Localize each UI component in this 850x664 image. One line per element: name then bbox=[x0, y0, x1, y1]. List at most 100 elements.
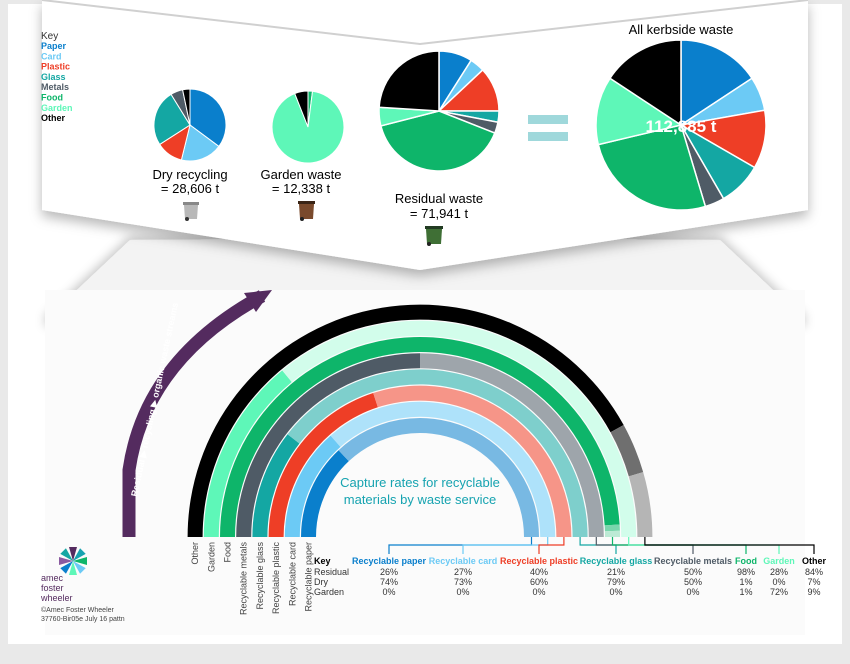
col-header-recyclable-metals: Recyclable metals bbox=[654, 556, 732, 566]
pie-all-kerbside-waste bbox=[595, 39, 767, 211]
arc-labels: Other Garden Food Recyclable metals Recyclab… bbox=[190, 542, 313, 616]
arc-paper-residual bbox=[301, 450, 349, 537]
arc-label-garden: Garden bbox=[206, 542, 216, 572]
cell-garden-other: 9% bbox=[807, 587, 820, 597]
garden-waste-tonnage: = 12,338 t bbox=[272, 181, 331, 196]
cell-residual-metals: 50% bbox=[684, 567, 702, 577]
cell-dry-card: 73% bbox=[454, 577, 472, 587]
cell-residual-other: 84% bbox=[805, 567, 823, 577]
capture-rate-table: Key Residual Dry Garden Recyclable paper… bbox=[314, 556, 826, 597]
leader-paper bbox=[388, 537, 533, 554]
table-key-label: Key bbox=[314, 556, 331, 566]
all-kerbside-title: All kerbside waste bbox=[629, 22, 734, 37]
company-logo: amec foster wheeler bbox=[40, 547, 87, 603]
dry-recycling-tonnage: = 28,606 t bbox=[161, 181, 220, 196]
logo-line1: amec bbox=[41, 573, 64, 583]
arc-label-recyclable-paper: Recyclable paper bbox=[304, 542, 314, 612]
cell-garden-paper: 0% bbox=[382, 587, 395, 597]
cell-residual-garden: 28% bbox=[770, 567, 788, 577]
cell-dry-food: 1% bbox=[739, 577, 752, 587]
logo-line3: wheeler bbox=[40, 593, 73, 603]
arc-garden-residual bbox=[203, 370, 292, 537]
cell-garden-metals: 0% bbox=[686, 587, 699, 597]
col-header-other: Other bbox=[802, 556, 827, 566]
pie-slice-other bbox=[378, 50, 440, 112]
arc-garden-garden bbox=[282, 320, 637, 537]
col-header-recyclable-plastic: Recyclable plastic bbox=[500, 556, 578, 566]
arc-other-garden bbox=[628, 472, 653, 537]
cell-dry-garden: 0% bbox=[772, 577, 785, 587]
logo-petal bbox=[69, 561, 77, 575]
green-wheelie-bin-icon bbox=[425, 226, 443, 246]
cell-garden-glass: 0% bbox=[609, 587, 622, 597]
pie-slice-paper bbox=[680, 39, 754, 127]
capture-rate-arcs bbox=[187, 304, 653, 537]
arc-label-recyclable-metals: Recyclable metals bbox=[239, 542, 249, 616]
top-key-item-plastic: Plastic bbox=[41, 62, 70, 72]
capture-title-line1: Capture rates for recyclable bbox=[340, 475, 500, 490]
cell-garden-food: 1% bbox=[739, 587, 752, 597]
cell-residual-glass: 21% bbox=[607, 567, 625, 577]
cell-garden-card: 0% bbox=[456, 587, 469, 597]
top-key: Key PaperCardPlasticGlassMetalsFoodGarde… bbox=[41, 31, 73, 123]
cell-garden-plastic: 0% bbox=[532, 587, 545, 597]
pie-slice-food bbox=[379, 110, 496, 172]
arc-label-recyclable-plastic: Recyclable plastic bbox=[271, 542, 281, 615]
pie-residual-waste bbox=[378, 50, 500, 172]
pie-slice-glass bbox=[153, 93, 191, 146]
arc-label-recyclable-glass: Recyclable glass bbox=[255, 542, 265, 610]
col-header-food: Food bbox=[735, 556, 757, 566]
cell-garden-garden: 72% bbox=[770, 587, 788, 597]
pie-slice-other bbox=[182, 88, 191, 126]
pie-slice-card bbox=[180, 124, 220, 162]
top-key-item-glass: Glass bbox=[41, 72, 66, 82]
leader-card bbox=[462, 537, 549, 554]
logo-line2: foster bbox=[41, 583, 64, 593]
logo-petal bbox=[73, 561, 86, 574]
top-key-item-food: Food bbox=[41, 93, 63, 103]
top-key-title: Key bbox=[41, 31, 58, 42]
capture-title-line2: materials by waste service bbox=[344, 492, 496, 507]
arc-label-other: Other bbox=[190, 542, 200, 565]
logo-petal bbox=[73, 548, 86, 561]
cell-dry-metals: 50% bbox=[684, 577, 702, 587]
cell-dry-glass: 79% bbox=[607, 577, 625, 587]
leader-plastic bbox=[538, 537, 565, 554]
top-key-item-other: Other bbox=[41, 113, 66, 123]
brown-wheelie-bin-icon bbox=[298, 201, 315, 221]
logo-petal bbox=[60, 561, 73, 574]
arc-food-garden bbox=[604, 530, 620, 537]
arc-card-residual bbox=[284, 435, 341, 537]
pie-slice-food bbox=[597, 124, 707, 211]
cell-dry-paper: 74% bbox=[380, 577, 398, 587]
col-header-recyclable-paper: Recyclable paper bbox=[352, 556, 427, 566]
cell-dry-other: 7% bbox=[807, 577, 820, 587]
logo-petal bbox=[69, 547, 77, 561]
pie-garden-waste bbox=[271, 90, 345, 164]
arc-metals-residual bbox=[236, 353, 420, 537]
logo-petal bbox=[73, 557, 87, 565]
row-label-dry: Dry bbox=[314, 577, 328, 587]
row-label-garden: Garden bbox=[314, 587, 344, 597]
pie-dry-recycling bbox=[153, 88, 227, 162]
top-key-item-card: Card bbox=[41, 51, 62, 61]
residual-waste-label: Residual waste bbox=[395, 191, 483, 206]
grey-wheelie-bin-icon bbox=[183, 202, 199, 221]
arc-plastic-residual bbox=[268, 393, 378, 537]
logo-mark bbox=[59, 547, 87, 575]
pie-slice-garden bbox=[595, 77, 683, 146]
col-header-garden: Garden bbox=[763, 556, 795, 566]
garden-waste-label: Garden waste bbox=[261, 167, 342, 182]
arrow-head bbox=[244, 290, 272, 312]
pie-slice-other bbox=[608, 39, 682, 127]
pie-slice-other bbox=[294, 90, 309, 128]
leader-lines bbox=[388, 537, 815, 554]
pie-slice-garden bbox=[271, 90, 345, 164]
all-kerbside-total: 112,885 t bbox=[646, 117, 717, 136]
top-chevron-fold bbox=[41, 0, 809, 46]
arc-glass-dry bbox=[287, 369, 588, 537]
top-key-item-paper: Paper bbox=[41, 41, 67, 51]
row-label-residual: Residual bbox=[314, 567, 349, 577]
cell-residual-plastic: 40% bbox=[530, 567, 548, 577]
